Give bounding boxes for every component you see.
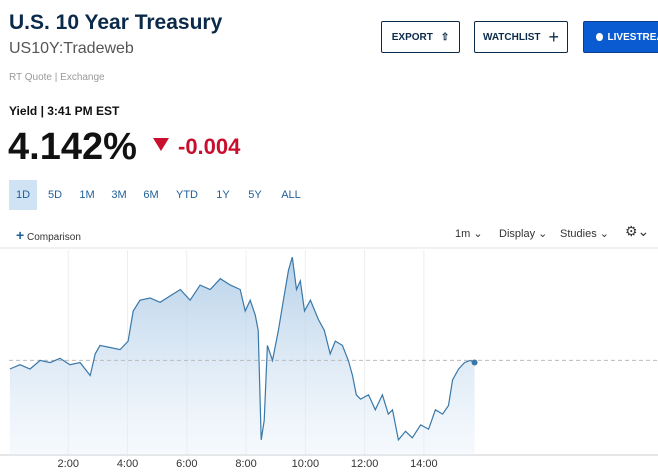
last-point bbox=[471, 359, 478, 366]
icon: + bbox=[548, 26, 560, 47]
studies-label: Studies bbox=[560, 228, 597, 240]
comparison-label: Comparison bbox=[26, 232, 81, 243]
x-tick-label: 4:00 bbox=[117, 458, 138, 470]
button-label: WATCHLIST bbox=[482, 31, 541, 43]
range-tab[interactable]: ALL bbox=[281, 189, 301, 201]
icon bbox=[596, 33, 603, 41]
interval[interactable]: 1m ⌄ bbox=[455, 228, 483, 240]
x-tick-label: 6:00 bbox=[176, 458, 197, 470]
down-arrow bbox=[153, 138, 169, 151]
export-button[interactable]: EXPORT ⇧ bbox=[381, 21, 460, 53]
range-tab[interactable]: YTD bbox=[176, 189, 198, 201]
symbol: US10Y:Tradeweb bbox=[9, 40, 134, 57]
livestream-button[interactable]: LIVESTREAM bbox=[583, 21, 658, 53]
display-label: Display bbox=[499, 228, 536, 240]
range-tab[interactable]: 3M bbox=[111, 189, 127, 201]
quote-label: Yield | 3:41 PM EST bbox=[9, 104, 120, 118]
title: U.S. 10 Year Treasury bbox=[9, 11, 223, 34]
source: RT Quote | Exchange bbox=[9, 72, 105, 83]
range-tab[interactable]: 5Y bbox=[248, 189, 262, 201]
x-tick-label: 12:00 bbox=[351, 458, 379, 470]
price: 4.142% bbox=[8, 126, 137, 168]
icon: ⇧ bbox=[440, 31, 450, 43]
x-tick-label: 8:00 bbox=[235, 458, 256, 470]
x-tick-label: 2:00 bbox=[58, 458, 79, 470]
range-tab[interactable]: 1Y bbox=[216, 189, 230, 201]
interval-label: 1m bbox=[455, 228, 471, 240]
x-tick-label: 14:00 bbox=[410, 458, 438, 470]
range-tab[interactable]: 5D bbox=[47, 189, 63, 201]
x-tick-label: 10:00 bbox=[292, 458, 320, 470]
line bbox=[9, 257, 475, 442]
change: -0.004 bbox=[178, 134, 241, 159]
range-tab[interactable]: 1D bbox=[9, 180, 37, 210]
settings-icon[interactable]: ⚙⌄ bbox=[625, 223, 650, 239]
range-tab[interactable]: 1M bbox=[79, 189, 95, 201]
studies[interactable]: Studies ⌄ bbox=[560, 228, 609, 240]
range-tab[interactable]: 6M bbox=[143, 189, 159, 201]
watchlist-button[interactable]: WATCHLIST + bbox=[474, 21, 568, 53]
comparison[interactable]: + Comparison bbox=[16, 227, 81, 243]
display[interactable]: Display ⌄ bbox=[499, 228, 548, 240]
button-label: EXPORT bbox=[391, 31, 433, 43]
button-label: LIVESTREAM bbox=[607, 31, 658, 43]
area-fill bbox=[9, 257, 475, 455]
